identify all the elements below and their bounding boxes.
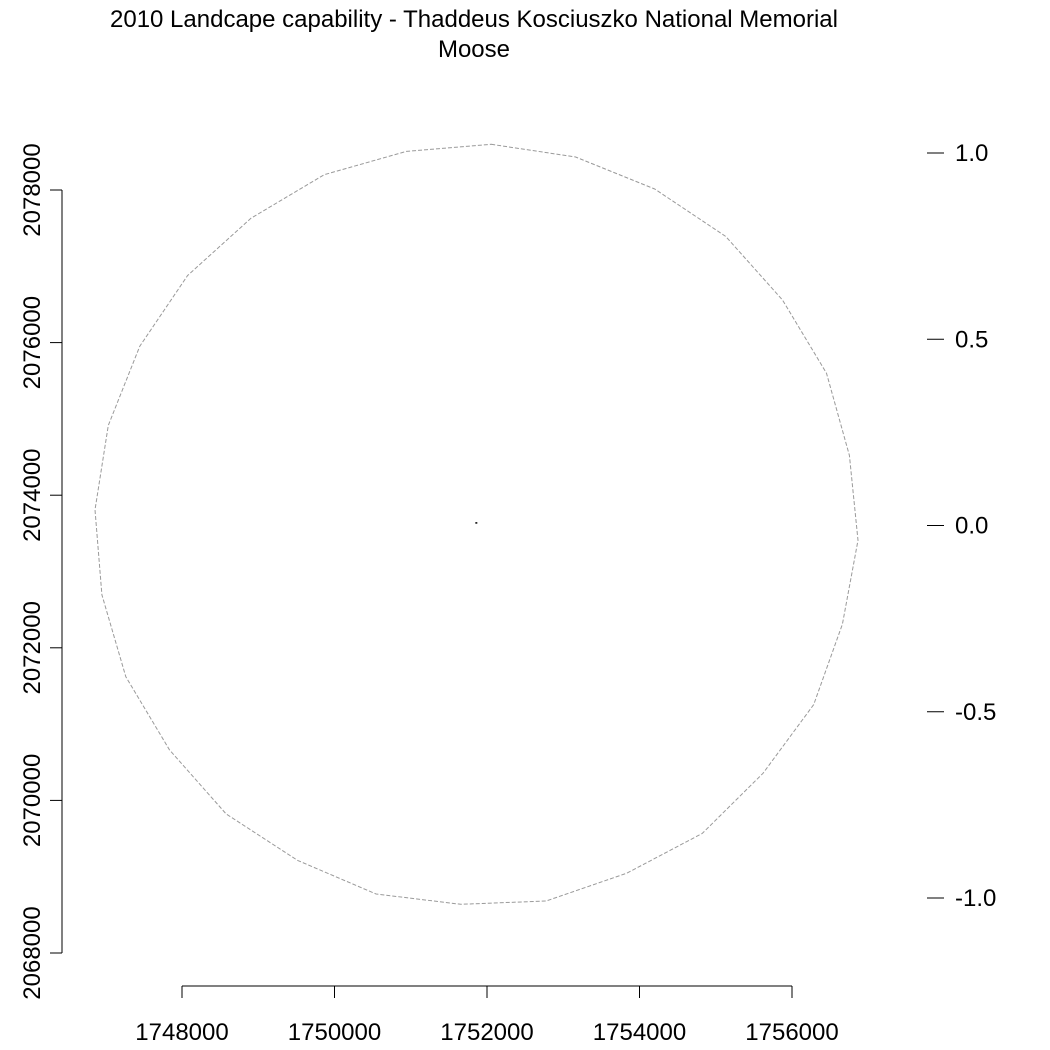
y-tick-label: 2076000 xyxy=(19,296,46,389)
x-tick-label: 1750000 xyxy=(288,1019,381,1046)
y-tick-label: 2068000 xyxy=(19,906,46,999)
buffer-layer xyxy=(94,143,859,905)
x-tick-label: 1754000 xyxy=(593,1019,686,1046)
legend-tick-label: 0.0 xyxy=(955,513,988,540)
legend-tick-label: -0.5 xyxy=(955,699,996,726)
y-tick-label: 2070000 xyxy=(19,754,46,847)
x-tick-label: 1752000 xyxy=(440,1019,533,1046)
legend-scale-axis: 1.0 0.5 0.0 -0.5 -1.0 xyxy=(927,140,996,912)
y-axis: 2068000 2070000 2072000 2074000 2076000 20780… xyxy=(19,143,63,1000)
x-axis: 1748000 1750000 1752000 1754000 1756000 xyxy=(135,985,839,1046)
legend-tick-label: -1.0 xyxy=(955,885,996,912)
legend-tick-label: 0.5 xyxy=(955,326,988,353)
plot-title-line2: Moose xyxy=(438,36,510,63)
y-tick-label: 2074000 xyxy=(19,448,46,541)
y-tick-label: 2072000 xyxy=(19,601,46,694)
buffer-outline xyxy=(94,143,859,905)
y-tick-label: 2078000 xyxy=(19,143,46,236)
legend-tick-label: 1.0 xyxy=(955,140,988,167)
x-tick-label: 1748000 xyxy=(135,1019,228,1046)
study-area-layer xyxy=(475,522,478,524)
plot-title-line1: 2010 Landcape capability - Thaddeus Kosc… xyxy=(110,6,838,33)
x-tick-label: 1756000 xyxy=(745,1019,838,1046)
study-area-mark xyxy=(475,522,478,524)
